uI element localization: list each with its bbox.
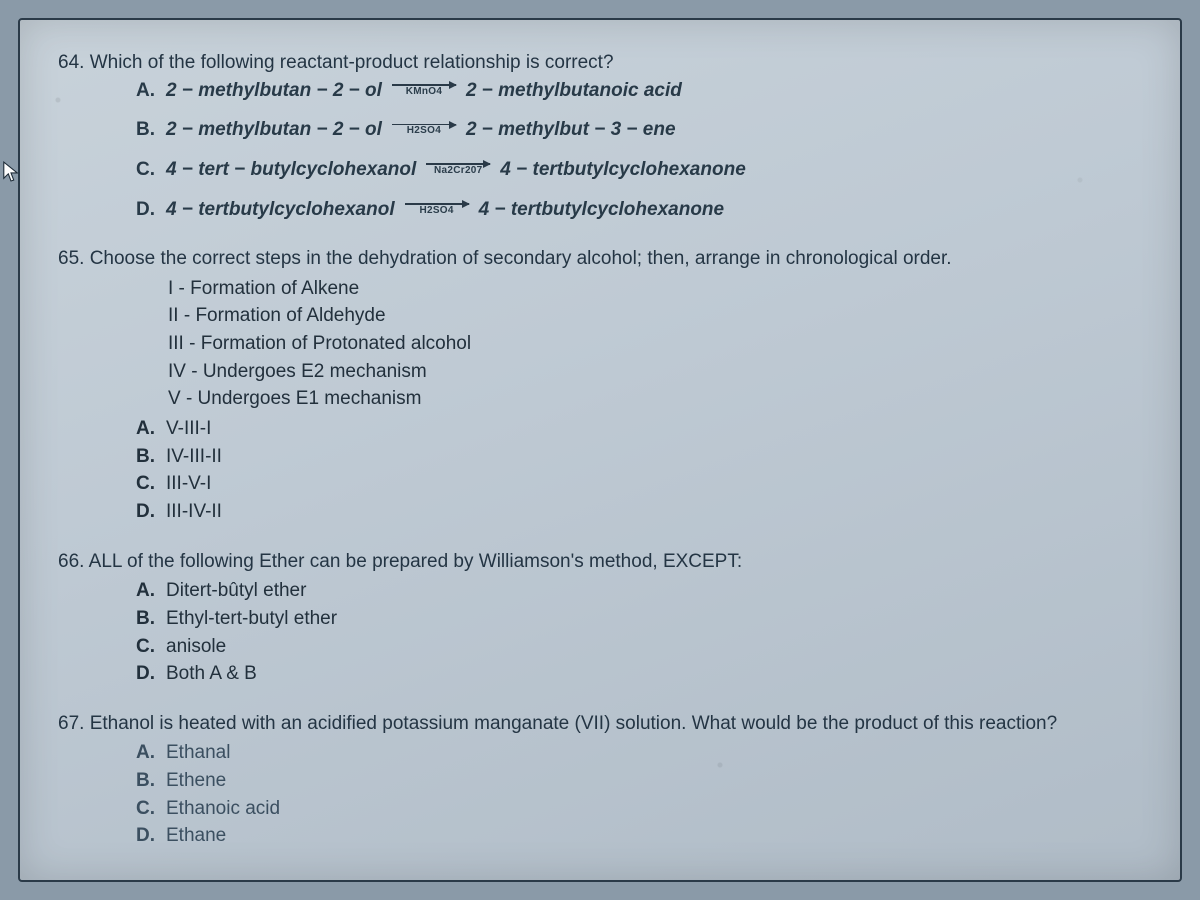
option-text: Ditert-bûtyl ether [166, 578, 306, 604]
option-label: B. [136, 768, 166, 794]
question-stem: 64. Which of the following reactant-prod… [58, 50, 1140, 76]
reactant: 4 − tertbutylcyclohexanol [166, 197, 395, 223]
option-text: Ethyl-tert-butyl ether [166, 606, 337, 632]
step-ii: II - Formation of Aldehyde [168, 303, 1140, 329]
option-d: D. 4 − tertbutylcyclohexanol H2SO4 4 − t… [136, 197, 1140, 223]
option-b: B.IV-III-II [136, 444, 1140, 470]
reactant: 2 − methylbutan − 2 − ol [166, 78, 382, 104]
option-label: C. [136, 796, 166, 822]
steps-list: I - Formation of Alkene II - Formation o… [168, 276, 1140, 412]
step-iii: III - Formation of Protonated alcohol [168, 331, 1140, 357]
option-label: B. [136, 606, 166, 632]
option-b: B.Ethene [136, 768, 1140, 794]
option-label: D. [136, 197, 166, 223]
option-c: C. 4 − tert − butylcyclohexanol Na2Cr207… [136, 157, 1140, 183]
reaction: 4 − tert − butylcyclohexanol Na2Cr207 4 … [166, 157, 746, 183]
question-66: 66. ALL of the following Ether can be pr… [58, 549, 1140, 687]
option-label: C. [136, 634, 166, 660]
reaction-arrow-icon: H2SO4 [392, 124, 456, 137]
option-text: Both A & B [166, 661, 257, 687]
option-text: Ethanoic acid [166, 796, 280, 822]
option-c: C.Ethanoic acid [136, 796, 1140, 822]
option-d: D.III-IV-II [136, 499, 1140, 525]
question-stem: 67. Ethanol is heated with an acidified … [58, 711, 1140, 737]
question-text: Which of the following reactant-product … [90, 52, 614, 73]
option-a: A.Ditert-bûtyl ether [136, 578, 1140, 604]
question-text: ALL of the following Ether can be prepar… [89, 551, 742, 572]
option-label: A. [136, 416, 166, 442]
option-c: C.anisole [136, 634, 1140, 660]
option-text: IV-III-II [166, 444, 222, 470]
option-label: B. [136, 117, 166, 143]
option-a: A.V-III-I [136, 416, 1140, 442]
option-text: Ethane [166, 823, 226, 849]
option-b: B. 2 − methylbutan − 2 − ol H2SO4 2 − me… [136, 117, 1140, 143]
reagent: H2SO4 [407, 126, 441, 136]
option-label: B. [136, 444, 166, 470]
option-label: D. [136, 499, 166, 525]
option-text: Ethene [166, 768, 226, 794]
option-b: B.Ethyl-tert-butyl ether [136, 606, 1140, 632]
reactant: 4 − tert − butylcyclohexanol [166, 157, 416, 183]
product: 2 − methylbutanoic acid [466, 78, 682, 104]
options: A.V-III-I B.IV-III-II C.III-V-I D.III-IV… [136, 416, 1140, 525]
question-64: 64. Which of the following reactant-prod… [58, 50, 1140, 222]
option-text: anisole [166, 634, 226, 660]
reaction: 4 − tertbutylcyclohexanol H2SO4 4 − tert… [166, 197, 724, 223]
reaction-arrow-icon: H2SO4 [405, 203, 469, 216]
options: A.Ethanal B.Ethene C.Ethanoic acid D.Eth… [136, 740, 1140, 849]
options: A.Ditert-bûtyl ether B.Ethyl-tert-butyl … [136, 578, 1140, 687]
question-67: 67. Ethanol is heated with an acidified … [58, 711, 1140, 849]
product: 4 − tertbutylcyclohexanone [500, 157, 746, 183]
question-number: 65. [58, 248, 84, 269]
option-text: Ethanal [166, 740, 230, 766]
step-iv: IV - Undergoes E2 mechanism [168, 359, 1140, 385]
reaction: 2 − methylbutan − 2 − ol KMnO4 2 − methy… [166, 78, 682, 104]
option-label: A. [136, 740, 166, 766]
option-label: A. [136, 78, 166, 104]
reactant: 2 − methylbutan − 2 − ol [166, 117, 382, 143]
product: 2 − methylbut − 3 − ene [466, 117, 676, 143]
question-number: 67. [58, 713, 84, 734]
options: A. 2 − methylbutan − 2 − ol KMnO4 2 − me… [136, 78, 1140, 223]
reaction-arrow-icon: Na2Cr207 [426, 163, 490, 176]
question-number: 66. [58, 551, 84, 572]
question-stem: 66. ALL of the following Ether can be pr… [58, 549, 1140, 575]
question-text: Choose the correct steps in the dehydrat… [90, 248, 952, 269]
reagent: H2SO4 [419, 206, 453, 216]
step-i: I - Formation of Alkene [168, 276, 1140, 302]
option-text: V-III-I [166, 416, 211, 442]
worksheet-page: 64. Which of the following reactant-prod… [18, 18, 1182, 882]
option-text: III-V-I [166, 471, 211, 497]
question-number: 64. [58, 52, 84, 73]
reaction-arrow-icon: KMnO4 [392, 84, 456, 97]
reagent: Na2Cr207 [434, 166, 483, 176]
question-text: Ethanol is heated with an acidified pota… [90, 713, 1057, 734]
option-label: C. [136, 157, 166, 183]
option-label: D. [136, 823, 166, 849]
product: 4 − tertbutylcyclohexanone [479, 197, 725, 223]
option-a: A. 2 − methylbutan − 2 − ol KMnO4 2 − me… [136, 78, 1140, 104]
reaction: 2 − methylbutan − 2 − ol H2SO4 2 − methy… [166, 117, 676, 143]
option-text: III-IV-II [166, 499, 222, 525]
option-label: D. [136, 661, 166, 687]
question-65: 65. Choose the correct steps in the dehy… [58, 246, 1140, 524]
option-d: D.Both A & B [136, 661, 1140, 687]
reagent: KMnO4 [406, 87, 443, 97]
step-v: V - Undergoes E1 mechanism [168, 386, 1140, 412]
option-a: A.Ethanal [136, 740, 1140, 766]
option-label: C. [136, 471, 166, 497]
option-label: A. [136, 578, 166, 604]
question-stem: 65. Choose the correct steps in the dehy… [58, 246, 1140, 272]
option-c: C.III-V-I [136, 471, 1140, 497]
option-d: D.Ethane [136, 823, 1140, 849]
